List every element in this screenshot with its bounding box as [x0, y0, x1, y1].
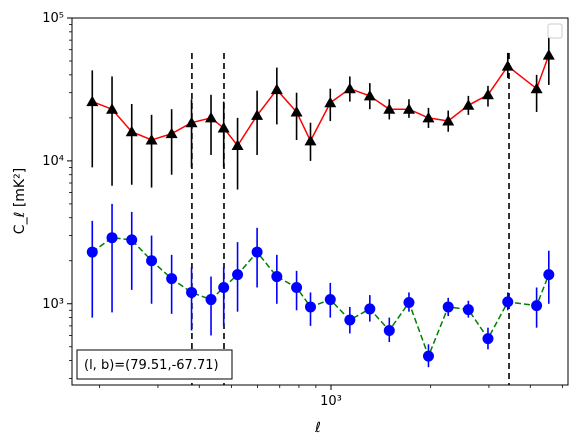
data-point-triangle: [290, 105, 303, 117]
data-point-triangle: [422, 111, 435, 123]
data-point-circle: [146, 255, 158, 267]
data-point-triangle: [125, 125, 138, 137]
data-point-circle: [251, 246, 263, 258]
data-point-triangle: [462, 99, 475, 110]
y-tick-label: 10³: [42, 297, 64, 312]
series-line: [91, 236, 550, 359]
y-tick-label: 10⁴: [42, 154, 64, 169]
data-point-triangle: [304, 134, 317, 146]
plot-frame: [71, 17, 569, 386]
data-point-circle: [126, 234, 138, 246]
data-point-circle: [531, 300, 543, 312]
data-point-triangle: [185, 116, 198, 128]
data-point-circle: [422, 350, 434, 362]
data-point-triangle: [501, 60, 514, 71]
legend-box: [547, 23, 563, 39]
vertical-lines: [191, 53, 510, 385]
series-line: [92, 54, 550, 147]
x-tick-label: 10³: [320, 394, 342, 409]
data-point-circle: [482, 333, 494, 345]
data-point-circle: [205, 294, 217, 306]
series-layer: [86, 33, 555, 368]
data-point-circle: [543, 269, 555, 281]
data-point-triangle: [442, 115, 455, 126]
series-2: [86, 203, 555, 368]
data-point-triangle: [251, 109, 264, 120]
data-point-circle: [291, 281, 303, 293]
data-point-circle: [403, 297, 415, 309]
data-point-circle: [304, 301, 316, 313]
data-point-circle: [232, 269, 244, 281]
data-point-triangle: [270, 83, 283, 95]
annotation-text: (l, b)=(79.51,-67.71): [84, 358, 219, 373]
data-point-circle: [106, 232, 118, 244]
data-point-circle: [186, 286, 198, 298]
data-point-triangle: [86, 95, 99, 107]
data-point-triangle: [343, 82, 356, 94]
data-point-triangle: [165, 127, 178, 139]
data-point-circle: [86, 246, 98, 258]
annotation-box: [76, 349, 233, 380]
y-axis-label: C_ℓ [mK²]: [12, 168, 28, 234]
data-point-circle: [502, 296, 514, 308]
y-tick-label: 10⁵: [42, 11, 64, 26]
data-point-triangle: [542, 49, 555, 60]
data-point-triangle: [481, 88, 494, 100]
data-point-circle: [218, 281, 230, 293]
x-axis-label: ℓ: [314, 420, 321, 436]
data-point-circle: [324, 294, 336, 306]
data-point-triangle: [231, 139, 244, 151]
data-point-triangle: [106, 103, 119, 114]
data-point-circle: [383, 324, 395, 336]
series-1: [86, 33, 555, 190]
data-point-triangle: [383, 103, 396, 114]
data-point-triangle: [402, 103, 415, 114]
data-point-triangle: [217, 121, 230, 133]
data-point-circle: [462, 304, 474, 316]
data-point-triangle: [145, 133, 158, 145]
data-point-circle: [364, 303, 376, 315]
data-point-triangle: [205, 111, 218, 123]
data-point-triangle: [363, 89, 376, 101]
data-point-circle: [442, 301, 454, 313]
data-point-triangle: [530, 82, 543, 94]
data-point-circle: [271, 271, 283, 283]
data-point-triangle: [324, 96, 337, 108]
annotation: (l, b)=(79.51,-67.71): [76, 349, 233, 380]
ticks: 10³ 10⁴ 10⁵ 10³: [42, 11, 563, 409]
data-point-circle: [344, 314, 356, 326]
data-point-circle: [166, 273, 178, 285]
